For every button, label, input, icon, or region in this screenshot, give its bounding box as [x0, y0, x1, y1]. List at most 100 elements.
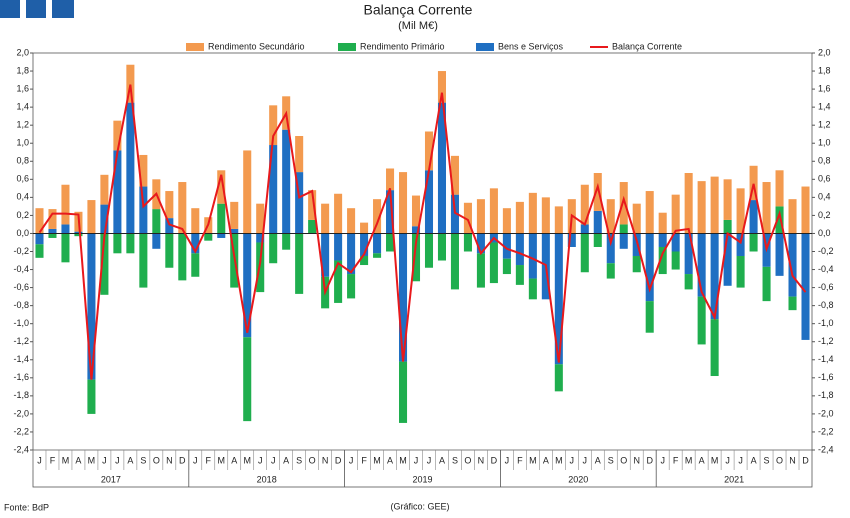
- x-tick-label: F: [361, 455, 367, 465]
- bar: [256, 203, 265, 234]
- x-tick-label: M: [218, 455, 226, 465]
- year-label: 2018: [257, 474, 277, 484]
- y2-tick-label: -1,6: [818, 372, 834, 382]
- x-tick-label: A: [127, 455, 133, 465]
- bar: [411, 233, 421, 282]
- bar: [126, 64, 135, 103]
- year-label: 2019: [412, 474, 432, 484]
- bar: [165, 233, 174, 268]
- bar: [580, 184, 589, 225]
- toolbar-icon[interactable]: [26, 0, 46, 18]
- bar: [749, 165, 758, 201]
- bar: [399, 172, 408, 234]
- y-tick-label: 0,0: [16, 228, 29, 238]
- x-tick-label: A: [595, 455, 601, 465]
- bar: [386, 190, 395, 234]
- bar: [282, 129, 291, 234]
- bar: [424, 233, 434, 268]
- y-tick-label: -0,6: [13, 282, 29, 292]
- bar: [334, 260, 343, 303]
- x-tick-label: A: [699, 455, 705, 465]
- bar: [165, 218, 174, 234]
- y-tick-label: 1,6: [16, 83, 29, 93]
- year-label: 2017: [101, 474, 121, 484]
- bar: [619, 224, 628, 234]
- toolbar-icon[interactable]: [0, 0, 20, 18]
- bar: [697, 233, 706, 297]
- bar: [178, 233, 187, 281]
- bar: [347, 208, 356, 234]
- x-tick-label: N: [322, 455, 329, 465]
- y2-tick-label: -1,4: [818, 354, 834, 364]
- bar: [48, 228, 57, 234]
- bar: [269, 145, 278, 234]
- bar: [619, 233, 628, 249]
- bar: [684, 173, 693, 234]
- x-tick-label: J: [427, 455, 432, 465]
- bar: [658, 233, 667, 247]
- legend-label: Rendimento Primário: [360, 41, 445, 51]
- bar: [658, 246, 667, 275]
- bar: [632, 256, 641, 273]
- x-tick-label: A: [387, 455, 393, 465]
- y-tick-label: -0,8: [13, 300, 29, 310]
- legend-label: Balança Corrente: [612, 41, 682, 51]
- bar: [437, 102, 446, 234]
- bar: [386, 233, 395, 252]
- x-tick-label: S: [452, 455, 458, 465]
- bar: [373, 199, 382, 234]
- plot-frame: [32, 52, 813, 488]
- bar: [347, 233, 356, 275]
- toolbar-icon[interactable]: [52, 0, 74, 18]
- x-tick-label: M: [529, 455, 537, 465]
- y2-tick-label: 0,2: [818, 210, 831, 220]
- y2-tick-label: 0,0: [818, 228, 831, 238]
- y2-tick-label: 0,6: [818, 174, 831, 184]
- bar: [321, 203, 330, 234]
- y2-tick-label: -2,2: [818, 426, 834, 436]
- bar: [736, 188, 745, 234]
- bar: [61, 184, 70, 225]
- bar: [554, 364, 563, 392]
- bar: [775, 206, 784, 234]
- bar: [295, 136, 304, 173]
- bar: [697, 296, 706, 345]
- bar: [217, 203, 226, 234]
- y-tick-label: -1,6: [13, 372, 29, 382]
- legend-swatch: [476, 43, 494, 51]
- y-tick-label: -0,4: [13, 264, 29, 274]
- bar: [658, 212, 667, 234]
- bar: [35, 244, 44, 258]
- bar: [450, 233, 459, 290]
- bar: [723, 179, 732, 220]
- bar: [139, 186, 148, 234]
- x-tick-label: J: [349, 455, 354, 465]
- bar: [671, 233, 680, 252]
- bar: [100, 204, 109, 234]
- bar: [684, 233, 693, 275]
- bar: [606, 233, 615, 264]
- bar: [399, 233, 408, 362]
- y2-tick-label: -2,0: [818, 408, 834, 418]
- bar: [762, 182, 771, 234]
- bar: [191, 233, 200, 254]
- bar: [308, 219, 317, 234]
- y2-tick-label: 2,0: [818, 47, 831, 57]
- bar: [528, 278, 537, 300]
- x-tick-label: M: [711, 455, 719, 465]
- x-tick-label: N: [789, 455, 796, 465]
- bar: [645, 301, 654, 333]
- bar: [334, 193, 343, 234]
- bar: [126, 102, 135, 234]
- bar: [736, 256, 745, 288]
- bar: [554, 233, 563, 365]
- bar: [360, 222, 369, 234]
- y-tick-label: 1,2: [16, 120, 29, 130]
- bar: [710, 233, 719, 320]
- bar: [230, 201, 239, 229]
- bar: [528, 192, 537, 234]
- bar: [801, 186, 810, 234]
- bar: [450, 194, 459, 234]
- bar: [74, 233, 83, 237]
- bar: [308, 190, 317, 220]
